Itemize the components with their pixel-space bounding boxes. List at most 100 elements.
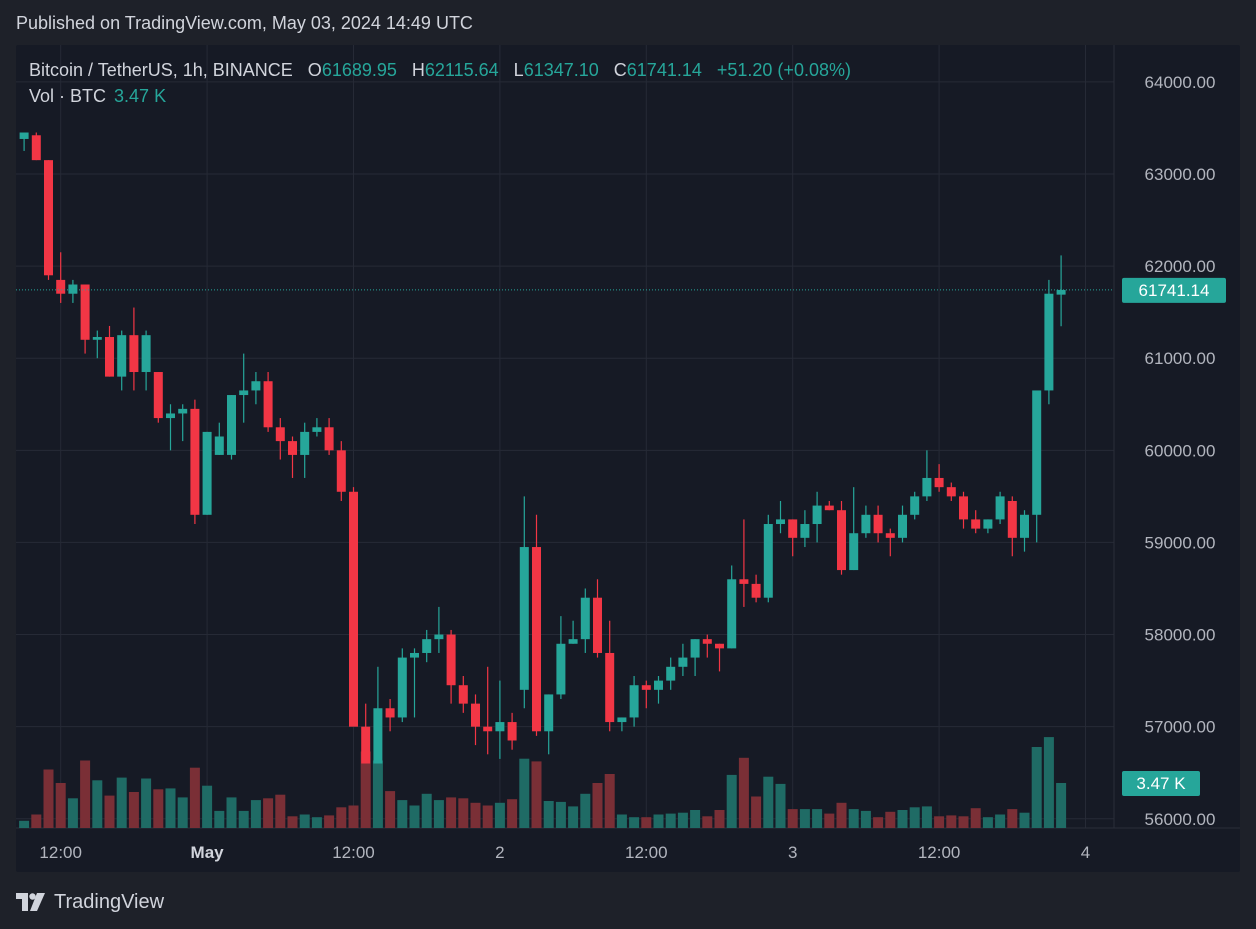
candle-body[interactable] xyxy=(397,657,407,718)
volume-label[interactable]: Vol · BTC xyxy=(29,86,107,106)
candle-body[interactable] xyxy=(410,652,419,658)
candle-body[interactable] xyxy=(190,408,200,515)
candle-body[interactable] xyxy=(946,487,956,497)
candlestick-chart[interactable]: 64000.00 63000.00 62000.00 61000.00 60000.00… xyxy=(16,45,1240,872)
candle-body[interactable] xyxy=(507,722,517,741)
candle-body[interactable] xyxy=(702,639,712,644)
price-tick-label: 64000.00 xyxy=(1145,73,1216,92)
volume-bar xyxy=(19,820,30,828)
candle-body[interactable] xyxy=(641,685,651,690)
candle-body[interactable] xyxy=(324,427,334,451)
candle-body[interactable] xyxy=(312,427,322,432)
candle-body[interactable] xyxy=(1020,514,1029,538)
candle-body[interactable] xyxy=(532,547,541,732)
candle-body[interactable] xyxy=(971,519,981,529)
candle-body[interactable] xyxy=(336,450,346,492)
candle-body[interactable] xyxy=(349,491,358,727)
candle-body[interactable] xyxy=(263,381,273,428)
low-value: 61347.10 xyxy=(523,60,599,80)
candle-body[interactable] xyxy=(1044,293,1054,391)
candle-body[interactable] xyxy=(776,519,785,525)
candle-body[interactable] xyxy=(812,505,822,525)
candle-body[interactable] xyxy=(44,160,53,276)
candle-body[interactable] xyxy=(92,337,102,340)
candle-body[interactable] xyxy=(434,634,444,640)
candle-body[interactable] xyxy=(458,685,468,704)
candle-body[interactable] xyxy=(690,639,700,658)
candle-body[interactable] xyxy=(739,579,749,584)
candle-body[interactable] xyxy=(568,639,578,644)
symbol-label[interactable]: Bitcoin / TetherUS, 1h, BINANCE xyxy=(29,60,293,80)
candle-body[interactable] xyxy=(495,722,505,732)
candle-body[interactable] xyxy=(251,381,261,391)
candle-body[interactable] xyxy=(666,666,676,681)
candle-body[interactable] xyxy=(239,390,249,396)
candle-body[interactable] xyxy=(19,132,29,139)
candle-body[interactable] xyxy=(898,514,907,538)
candle-body[interactable] xyxy=(873,514,883,534)
candle-body[interactable] xyxy=(105,337,114,377)
candle-body[interactable] xyxy=(385,708,395,718)
candle-body[interactable] xyxy=(824,505,834,511)
candle-body[interactable] xyxy=(727,579,737,649)
candle-body[interactable] xyxy=(544,694,554,732)
last-volume-badge xyxy=(1122,771,1200,796)
candle-body[interactable] xyxy=(1056,289,1066,295)
candle-body[interactable] xyxy=(800,524,810,538)
candle-body[interactable] xyxy=(178,408,188,414)
candle-body[interactable] xyxy=(556,643,566,695)
candle-body[interactable] xyxy=(1032,390,1042,515)
volume-value: 3.47 K xyxy=(114,86,167,106)
candle-body[interactable] xyxy=(519,547,529,690)
candle-body[interactable] xyxy=(422,639,432,653)
candle-body[interactable] xyxy=(995,496,1005,520)
candle-body[interactable] xyxy=(1007,500,1017,538)
candle-body[interactable] xyxy=(617,717,627,723)
time-tick-label: 2 xyxy=(495,843,504,862)
price-tick-label: 60000.00 xyxy=(1145,441,1216,460)
candle-body[interactable] xyxy=(483,726,493,732)
candle-body[interactable] xyxy=(751,583,761,598)
candle-body[interactable] xyxy=(861,514,871,534)
candle-body[interactable] xyxy=(68,284,78,294)
candle-body[interactable] xyxy=(129,335,139,373)
candle-body[interactable] xyxy=(202,431,212,515)
candle-body[interactable] xyxy=(80,284,90,340)
candle-body[interactable] xyxy=(361,726,371,764)
candle-body[interactable] xyxy=(885,533,895,538)
candle-body[interactable] xyxy=(959,496,968,520)
candle-body[interactable] xyxy=(788,519,798,538)
candle-body[interactable] xyxy=(715,643,724,649)
candle-body[interactable] xyxy=(605,652,615,723)
candle-body[interactable] xyxy=(580,597,590,640)
candle-body[interactable] xyxy=(373,708,383,764)
candle-body[interactable] xyxy=(593,597,602,653)
chart-panel[interactable]: 64000.00 63000.00 62000.00 61000.00 60000.00… xyxy=(16,45,1240,872)
candle-body[interactable] xyxy=(629,685,639,718)
candle-body[interactable] xyxy=(654,680,663,690)
candle-body[interactable] xyxy=(288,441,297,455)
candle-body[interactable] xyxy=(983,519,993,529)
candle-body[interactable] xyxy=(849,533,859,571)
candle-body[interactable] xyxy=(141,335,151,373)
candle-body[interactable] xyxy=(300,431,310,455)
candle-body[interactable] xyxy=(275,427,285,442)
candle-body[interactable] xyxy=(227,395,236,455)
candle-body[interactable] xyxy=(922,477,932,497)
candle-body[interactable] xyxy=(763,524,773,598)
candle-body[interactable] xyxy=(56,279,66,294)
candle-body[interactable] xyxy=(31,135,41,161)
candle-body[interactable] xyxy=(214,436,224,455)
candle-body[interactable] xyxy=(153,372,163,419)
candle-body[interactable] xyxy=(471,703,480,727)
candle-body[interactable] xyxy=(934,477,944,488)
candle-body[interactable] xyxy=(837,510,846,571)
tradingview-logo-icon xyxy=(16,893,45,911)
price-tick-label: 58000.00 xyxy=(1145,626,1216,645)
footer-brand[interactable]: TradingView xyxy=(16,889,164,915)
candle-body[interactable] xyxy=(166,413,175,419)
candle-body[interactable] xyxy=(117,335,127,377)
candle-body[interactable] xyxy=(446,634,456,686)
candle-body[interactable] xyxy=(678,657,688,667)
candle-body[interactable] xyxy=(910,496,920,515)
